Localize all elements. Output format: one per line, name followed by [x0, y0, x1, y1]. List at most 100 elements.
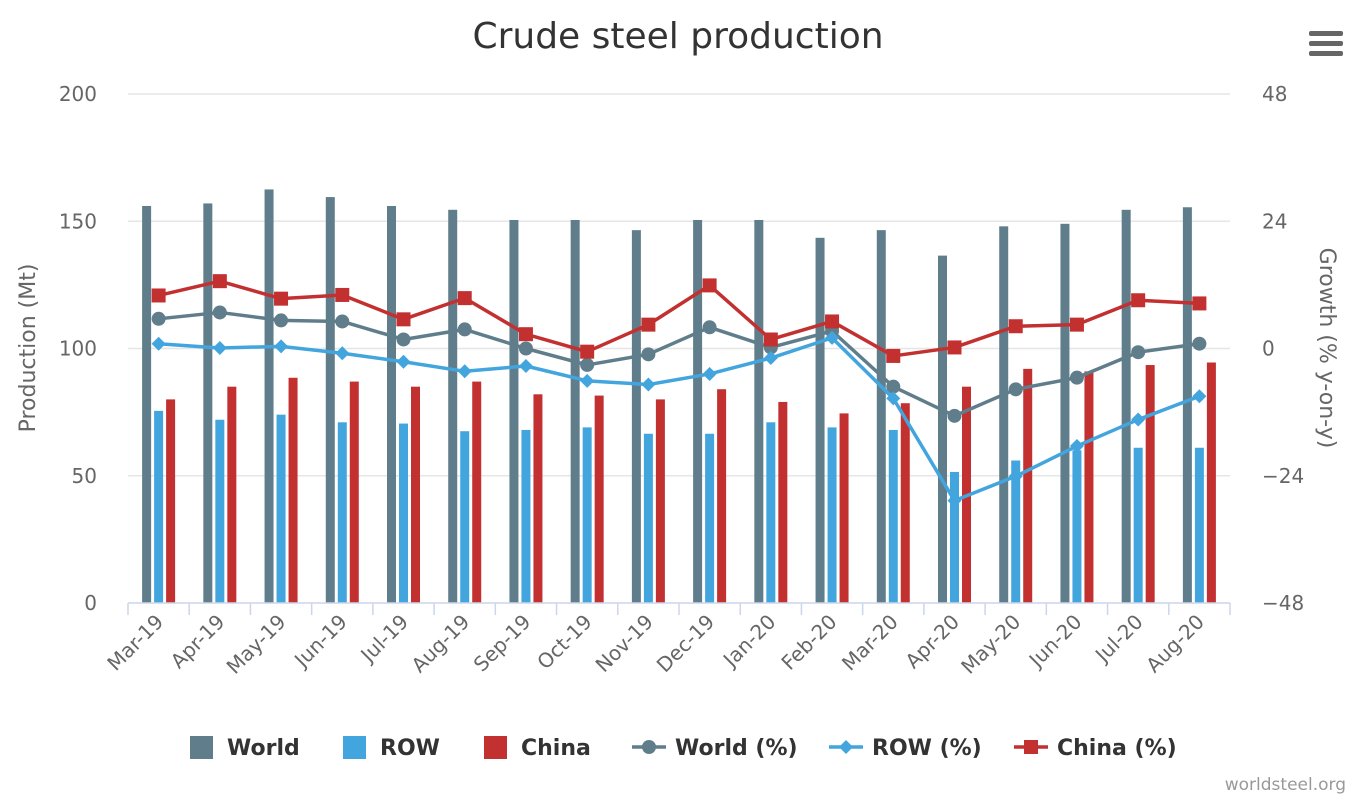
bar-china — [900, 403, 910, 603]
point-row — [212, 340, 227, 355]
y-left-tick-label: 150 — [59, 209, 97, 233]
point-china — [457, 291, 472, 306]
legend-swatch-marker — [1024, 740, 1038, 754]
x-tick-label: Oct-19 — [532, 610, 597, 675]
y-right-tick-label: 0 — [1262, 337, 1275, 361]
legend-label: China — [521, 736, 591, 761]
x-tick-label: Jul-19 — [354, 610, 413, 669]
x-tick-label: Aug-20 — [1141, 610, 1209, 678]
bar-china — [594, 395, 604, 603]
bar-world — [387, 205, 396, 604]
bar-china — [717, 389, 727, 603]
legend-label: China (%) — [1057, 736, 1177, 761]
menu-icon[interactable] — [1309, 31, 1343, 56]
bar-row — [1072, 450, 1082, 603]
legend-swatch — [190, 736, 213, 759]
bar-row — [950, 471, 959, 603]
legend-item-china[interactable]: China — [484, 736, 591, 761]
point-row — [825, 330, 840, 345]
line-china — [158, 279, 1200, 358]
bar-world — [264, 189, 274, 603]
point-china — [886, 348, 901, 363]
legend-swatch — [484, 736, 507, 759]
bar-world — [1060, 223, 1070, 604]
point-china — [947, 340, 962, 355]
point-row — [1008, 469, 1023, 484]
point-row — [702, 366, 717, 381]
x-tick-label: May-20 — [956, 610, 1025, 679]
y-left-tick-label: 50 — [72, 464, 97, 488]
bar-row — [582, 427, 592, 603]
bar-world — [754, 219, 764, 604]
bar-row — [154, 410, 164, 603]
point-row — [335, 346, 350, 361]
x-tick-label: Jun-19 — [288, 610, 352, 674]
bar-china — [1084, 371, 1094, 603]
bar-china — [1206, 362, 1216, 603]
legend-item-row[interactable]: ROW — [343, 736, 440, 761]
bar-world — [999, 226, 1009, 603]
bar-row — [460, 431, 470, 603]
legend-label: World — [227, 736, 300, 761]
y-axis-left-label: Production (Mt) — [16, 264, 41, 433]
bar-row — [705, 433, 715, 603]
bar-world — [938, 255, 947, 604]
point-china — [1069, 317, 1084, 332]
legend-label: ROW (%) — [872, 736, 982, 761]
x-tick-label: Jul-20 — [1089, 610, 1148, 669]
legend-item-world[interactable]: World — [190, 736, 300, 761]
credits[interactable]: worldsteel.org — [1225, 775, 1346, 795]
legend-swatch — [343, 736, 366, 759]
x-tick-label: Apr-19 — [166, 610, 230, 674]
point-world — [457, 322, 472, 337]
bar-row — [521, 429, 531, 603]
bar-row — [337, 422, 347, 603]
point-world — [702, 320, 717, 335]
point-row — [151, 336, 166, 351]
legend-label: World (%) — [675, 736, 798, 761]
point-world — [1069, 370, 1084, 385]
point-china — [396, 312, 411, 327]
point-china — [763, 332, 778, 347]
bar-row — [643, 433, 653, 603]
point-row — [518, 358, 533, 373]
point-china — [702, 278, 717, 293]
bar-china — [472, 381, 482, 603]
y-left-tick-label: 100 — [59, 337, 97, 361]
bar-china — [778, 401, 788, 603]
bar-world — [1182, 207, 1192, 603]
legend-item-world[interactable]: World (%) — [632, 736, 798, 761]
point-row — [641, 377, 656, 392]
legend-item-china[interactable]: China (%) — [1014, 736, 1177, 761]
x-tick-label: Dec-19 — [652, 610, 719, 677]
point-row — [947, 493, 962, 508]
point-row — [580, 373, 595, 388]
point-china — [1008, 319, 1023, 334]
point-world — [335, 314, 350, 329]
bar-row — [1194, 447, 1204, 603]
legend-item-row[interactable]: ROW (%) — [829, 736, 982, 761]
bar-world — [876, 230, 886, 603]
y-axis-right-label: Growth (% y-on-y) — [1314, 248, 1339, 449]
y-axis-right-ticks: −48 −24 0 24 48 — [1262, 82, 1304, 615]
point-china — [641, 317, 656, 332]
point-world — [641, 347, 656, 362]
bar-world — [1121, 209, 1131, 604]
bar-world — [693, 219, 703, 604]
bar-row — [1011, 460, 1021, 603]
point-china — [518, 327, 533, 342]
point-row — [1192, 389, 1207, 404]
point-china — [1131, 293, 1146, 308]
bar-china — [533, 394, 543, 603]
x-tick-label: Sep-19 — [469, 610, 536, 677]
chart-title: Crude steel production — [472, 16, 883, 57]
line-row — [158, 336, 1201, 503]
bar-china — [1023, 368, 1033, 603]
point-world — [1192, 336, 1207, 351]
bar-row — [399, 423, 408, 603]
bar-china — [655, 399, 665, 603]
y-left-tick-label: 0 — [84, 591, 97, 615]
y-right-tick-label: −48 — [1262, 591, 1304, 615]
